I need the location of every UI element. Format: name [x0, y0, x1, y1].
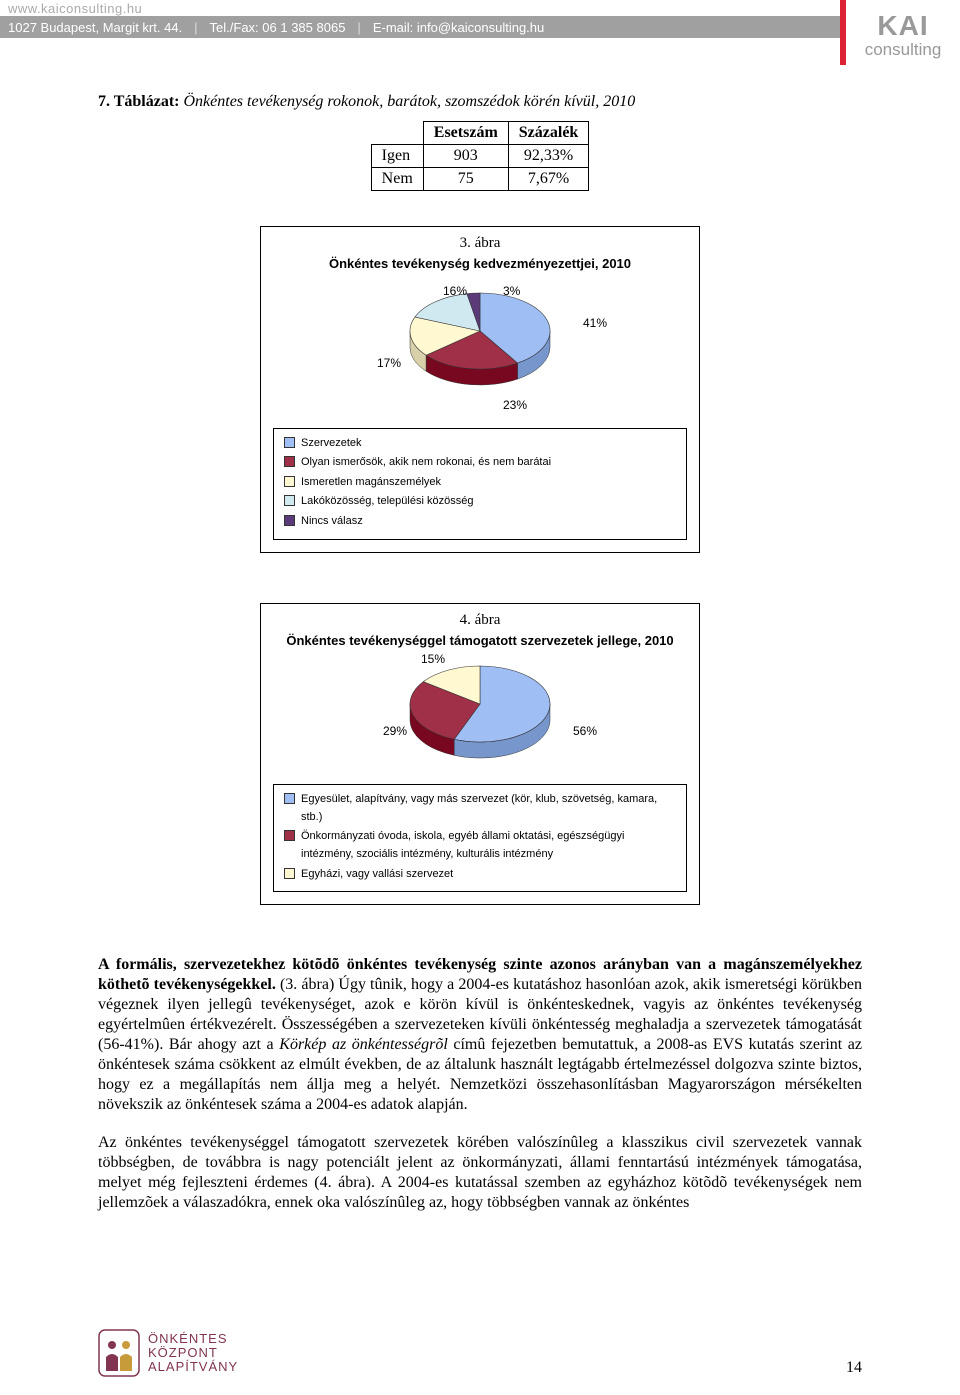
- legend-swatch: [284, 437, 295, 448]
- legend-label: Ismeretlen magánszemélyek: [301, 474, 441, 492]
- legend-label: Lakóközösség, települési közösség: [301, 493, 473, 511]
- table-row: Nem 75 7,67%: [371, 168, 589, 191]
- legend-item: Ismeretlen magánszemélyek: [284, 474, 676, 492]
- pct-label: 23%: [503, 398, 527, 412]
- header-url: www.kaiconsulting.hu: [0, 0, 960, 16]
- separator: |: [357, 20, 360, 35]
- table7-caption: 7. Táblázat: Önkéntes tevékenység rokono…: [98, 93, 862, 111]
- chart-4: 4. ábra Önkéntes tevékenységgel támogato…: [260, 603, 700, 906]
- chart3-legend: SzervezetekOlyan ismerősök, akik nem rok…: [273, 428, 687, 540]
- chart4-pie-area: 56% 29% 15%: [273, 652, 687, 772]
- footer-l2: KÖZPONT: [148, 1346, 238, 1360]
- table-row: Igen 903 92,33%: [371, 145, 589, 168]
- legend-swatch: [284, 495, 295, 506]
- page-number: 14: [846, 1359, 862, 1377]
- legend-item: Nincs válasz: [284, 513, 676, 531]
- pct-label: 29%: [383, 724, 407, 738]
- table7-caption-bold: 7. Táblázat:: [98, 93, 179, 110]
- row-label: Igen: [371, 145, 423, 168]
- footer-logo: ÖNKÉNTES KÖZPONT ALAPÍTVÁNY: [98, 1329, 238, 1377]
- legend-item: Olyan ismerősök, akik nem rokonai, és ne…: [284, 454, 676, 472]
- header-address: 1027 Budapest, Margit krt. 44.: [8, 20, 182, 35]
- legend-label: Olyan ismerősök, akik nem rokonai, és ne…: [301, 454, 551, 472]
- legend-label: Nincs válasz: [301, 513, 363, 531]
- chart4-pie-svg: [390, 652, 570, 772]
- cell-pct: 92,33%: [508, 145, 589, 168]
- legend-item: Egyházi, vagy vallási szervezet: [284, 866, 676, 884]
- footer-text: ÖNKÉNTES KÖZPONT ALAPÍTVÁNY: [148, 1332, 238, 1375]
- header-bar: 1027 Budapest, Margit krt. 44. | Tel./Fa…: [0, 16, 960, 38]
- chart4-title: Önkéntes tevékenységgel támogatott szerv…: [273, 633, 687, 649]
- table7: Esetszám Százalék Igen 903 92,33% Nem 75…: [371, 121, 590, 191]
- header-email: E-mail: info@kaiconsulting.hu: [373, 20, 544, 35]
- legend-swatch: [284, 793, 295, 804]
- pct-label: 16%: [443, 284, 467, 298]
- legend-swatch: [284, 515, 295, 526]
- legend-label: Egyesület, alapítvány, vagy más szerveze…: [301, 791, 676, 826]
- footer-l3: ALAPÍTVÁNY: [148, 1360, 238, 1374]
- cell-n: 903: [423, 145, 508, 168]
- chart4-legend: Egyesület, alapítvány, vagy más szerveze…: [273, 784, 687, 892]
- chart3-pie-area: 41% 23% 17% 16% 3%: [273, 276, 687, 416]
- row-label: Nem: [371, 168, 423, 191]
- pct-label: 41%: [583, 316, 607, 330]
- legend-label: Önkormányzati óvoda, iskola, egyéb állam…: [301, 828, 676, 863]
- paragraph-1: A formális, szervezetekhez kötõdõ önként…: [98, 955, 862, 1115]
- logo-main: KAI: [877, 12, 928, 40]
- table-header-row: Esetszám Százalék: [371, 122, 589, 145]
- separator: |: [194, 20, 197, 35]
- pct-label: 3%: [503, 284, 520, 298]
- logo-sub: consulting: [865, 40, 942, 60]
- legend-item: Szervezetek: [284, 435, 676, 453]
- legend-label: Szervezetek: [301, 435, 362, 453]
- header-telfax: Tel./Fax: 06 1 385 8065: [210, 20, 346, 35]
- footer: ÖNKÉNTES KÖZPONT ALAPÍTVÁNY 14: [98, 1329, 862, 1377]
- pct-label: 17%: [377, 356, 401, 370]
- cell-n: 75: [423, 168, 508, 191]
- kai-logo: KAI consulting: [840, 0, 960, 65]
- chart3-caption: 3. ábra: [273, 235, 687, 252]
- para1-ital: Körkép az önkéntességrõl: [279, 1036, 448, 1053]
- chart3-pie-svg: [390, 276, 570, 406]
- col-szazalek: Százalék: [508, 122, 589, 145]
- chart3-title: Önkéntes tevékenység kedvezményezettjei,…: [273, 256, 687, 272]
- legend-swatch: [284, 830, 295, 841]
- col-esetszam: Esetszám: [423, 122, 508, 145]
- cell-pct: 7,67%: [508, 168, 589, 191]
- pct-label: 56%: [573, 724, 597, 738]
- paragraph-2: Az önkéntes tevékenységgel támogatott sz…: [98, 1133, 862, 1213]
- footer-l1: ÖNKÉNTES: [148, 1332, 238, 1346]
- legend-item: Önkormányzati óvoda, iskola, egyéb állam…: [284, 828, 676, 863]
- chart4-caption: 4. ábra: [273, 612, 687, 629]
- legend-item: Lakóközösség, települési közösség: [284, 493, 676, 511]
- footer-emblem-icon: [98, 1329, 140, 1377]
- legend-swatch: [284, 868, 295, 879]
- legend-swatch: [284, 456, 295, 467]
- legend-item: Egyesület, alapítvány, vagy más szerveze…: [284, 791, 676, 826]
- table7-caption-ital: Önkéntes tevékenység rokonok, barátok, s…: [179, 93, 635, 110]
- legend-label: Egyházi, vagy vallási szervezet: [301, 866, 453, 884]
- legend-swatch: [284, 476, 295, 487]
- pct-label: 15%: [421, 652, 445, 666]
- chart-3: 3. ábra Önkéntes tevékenység kedvezménye…: [260, 226, 700, 553]
